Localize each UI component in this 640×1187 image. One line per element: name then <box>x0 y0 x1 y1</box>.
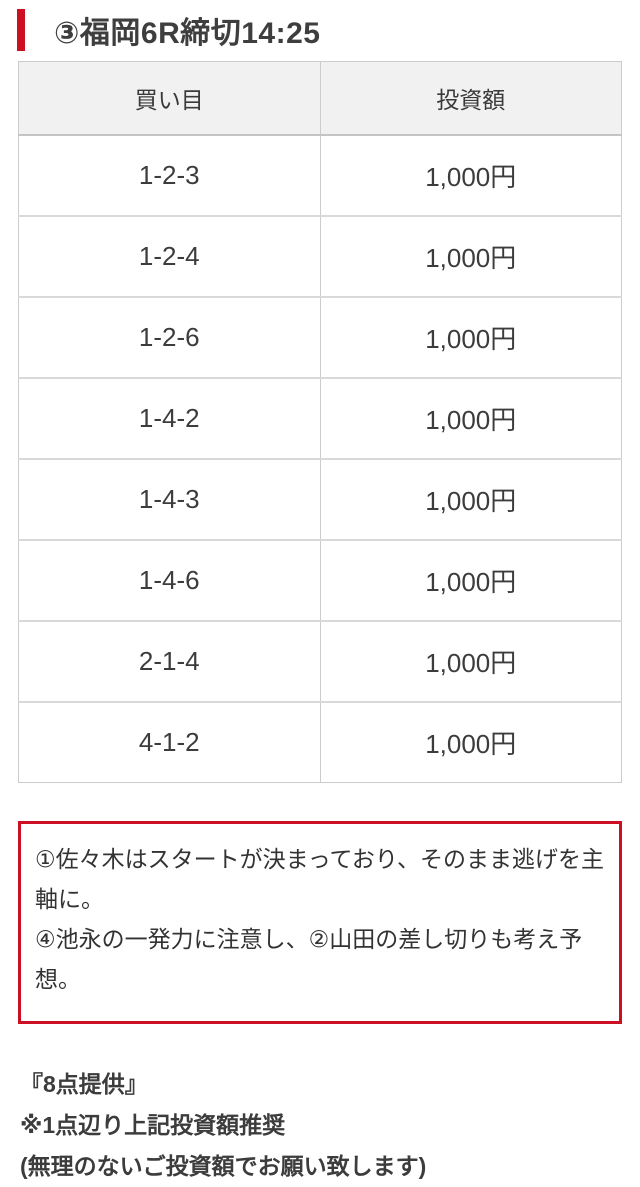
amount-cell: 1,000円 <box>319 538 622 621</box>
table-row: 1-2-4 1,000円 <box>18 214 622 297</box>
bets-table: 買い目 投資額 1-2-3 1,000円 1-2-4 1,000円 1-2-6 … <box>18 61 622 783</box>
bet-cell: 1-4-6 <box>18 538 321 621</box>
amount-cell: 1,000円 <box>319 700 622 783</box>
amount-cell: 1,000円 <box>319 214 622 297</box>
prediction-comment-box: ①佐々木はスタートが決まっており、そのまま逃げを主軸に。 ④池永の一発力に注意し… <box>18 821 622 1024</box>
table-row: 1-4-6 1,000円 <box>18 538 622 621</box>
bet-cell: 1-2-3 <box>18 133 321 216</box>
bet-cell: 1-4-3 <box>18 457 321 540</box>
page-title: ③福岡6R締切14:25 <box>54 17 321 50</box>
page-header: ③福岡6R締切14:25 <box>17 8 640 52</box>
table-row: 1-4-2 1,000円 <box>18 376 622 459</box>
amount-cell: 1,000円 <box>319 133 622 216</box>
bet-cell: 2-1-4 <box>18 619 321 702</box>
page: ③福岡6R締切14:25 買い目 投資額 1-2-3 1,000円 1-2-4 … <box>0 8 640 1187</box>
amount-cell: 1,000円 <box>319 295 622 378</box>
footer-points-label: 『8点提供』 <box>20 1071 148 1097</box>
comment-line: ④池永の一発力に注意し、②山田の差し切りも考え予想。 <box>35 926 583 992</box>
page-footer: 『8点提供』 ※1点辺り上記投資額推奨 (無理のないご投資額でお願い致します) <box>20 1064 616 1187</box>
table-row: 1-2-3 1,000円 <box>18 133 622 216</box>
bet-cell: 1-2-6 <box>18 295 321 378</box>
footer-note: (無理のないご投資額でお願い致します) <box>20 1153 427 1179</box>
amount-cell: 1,000円 <box>319 376 622 459</box>
red-accent-bar <box>17 9 25 51</box>
amount-cell: 1,000円 <box>319 619 622 702</box>
table-row: 4-1-2 1,000円 <box>18 700 622 783</box>
table-row: 1-4-3 1,000円 <box>18 457 622 540</box>
column-header-bet: 買い目 <box>18 61 321 136</box>
table-row: 1-2-6 1,000円 <box>18 295 622 378</box>
bet-cell: 1-4-2 <box>18 376 321 459</box>
table-header-row: 買い目 投資額 <box>18 61 622 136</box>
comment-line: ①佐々木はスタートが決まっており、そのまま逃げを主軸に。 <box>35 846 604 912</box>
bet-cell: 4-1-2 <box>18 700 321 783</box>
table-row: 2-1-4 1,000円 <box>18 619 622 702</box>
amount-cell: 1,000円 <box>319 457 622 540</box>
bet-cell: 1-2-4 <box>18 214 321 297</box>
column-header-amount: 投資額 <box>319 61 622 136</box>
footer-recommendation: ※1点辺り上記投資額推奨 <box>20 1112 286 1138</box>
